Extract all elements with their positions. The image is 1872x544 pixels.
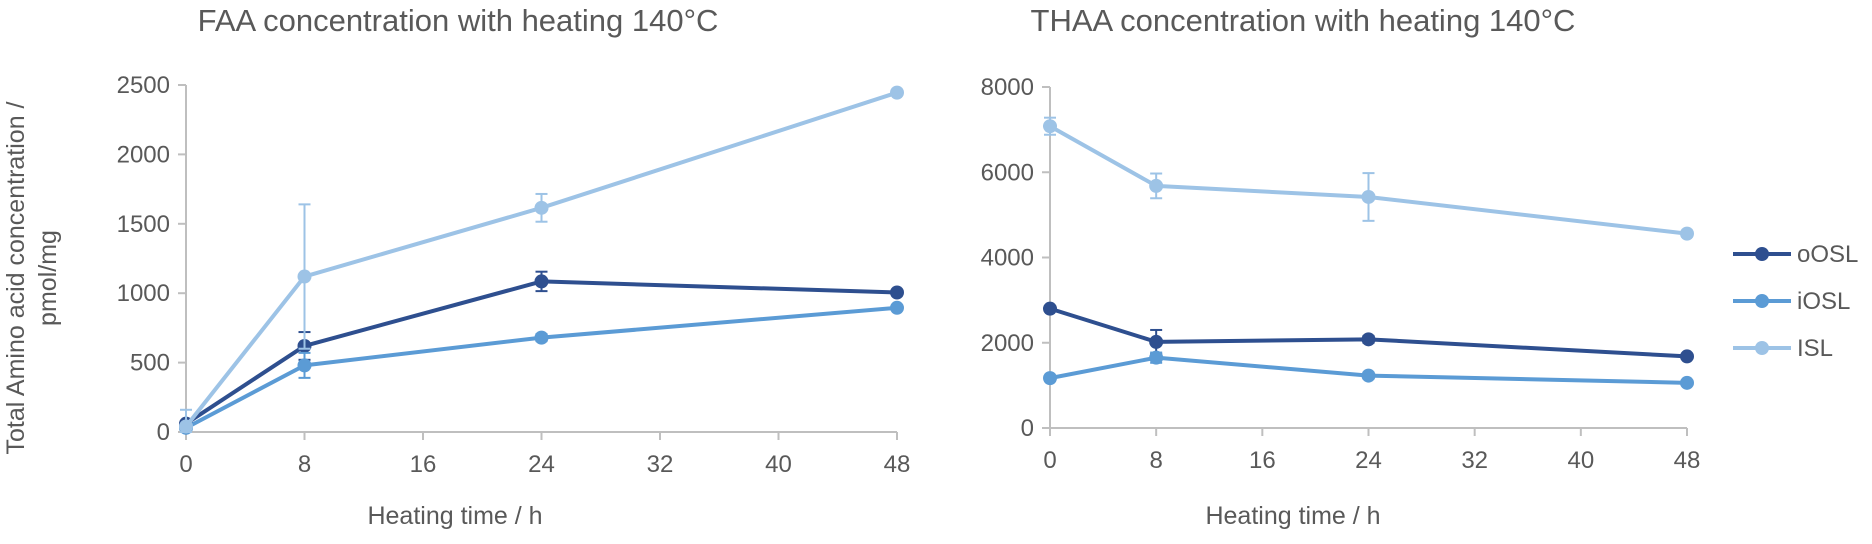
thaa-y-tick-label: 2000 xyxy=(981,330,1034,357)
thaa-x-tick-label: 48 xyxy=(1674,447,1701,474)
thaa-data-point-isl xyxy=(1680,226,1694,241)
thaa-data-point-oosl xyxy=(1149,334,1164,349)
legend-label: oOSL xyxy=(1797,241,1858,268)
faa-y-tick-label: 2500 xyxy=(117,72,170,99)
thaa-data-point-iosl xyxy=(1149,350,1164,365)
faa-y-tick-label: 2000 xyxy=(117,141,170,168)
thaa-data-point-iosl xyxy=(1680,375,1694,390)
thaa-x-tick-label: 24 xyxy=(1355,447,1382,474)
thaa-chart-title: THAA concentration with heating 140°C xyxy=(1031,3,1576,38)
faa-data-point-isl xyxy=(297,269,312,284)
thaa-x-tick-label: 8 xyxy=(1149,447,1162,474)
thaa-x-tick-label: 40 xyxy=(1567,447,1594,474)
faa-data-point-iosl xyxy=(534,330,549,345)
faa-x-tick-label: 24 xyxy=(528,451,555,478)
faa-series-line-iosl xyxy=(185,305,898,430)
legend-label: ISL xyxy=(1797,335,1833,362)
thaa-x-tick-label: 32 xyxy=(1461,447,1488,474)
faa-data-point-oosl xyxy=(890,285,904,300)
faa-y-tick-label: 1000 xyxy=(117,280,170,307)
thaa-chart: THAA concentration with heating 140°C 0 2… xyxy=(981,3,1701,530)
legend-item-oosl: oOSL xyxy=(1733,241,1858,268)
legend-item-isl: ISL xyxy=(1733,335,1833,362)
y-axis-label-line-2: pmol/mg xyxy=(34,230,62,326)
thaa-y-tick-label: 8000 xyxy=(981,74,1034,101)
faa-x-tick-label: 0 xyxy=(179,451,192,478)
legend: oOSL iOSL ISL xyxy=(1733,241,1858,362)
thaa-x-tick-label: 0 xyxy=(1043,447,1056,474)
faa-x-axis-label: Heating time / h xyxy=(367,502,542,530)
thaa-data-point-isl xyxy=(1043,119,1057,134)
faa-series-line-oosl xyxy=(184,279,898,426)
faa-data-point-iosl xyxy=(297,358,312,373)
thaa-data-point-iosl xyxy=(1043,371,1057,386)
faa-data-point-oosl xyxy=(534,274,549,289)
thaa-series-line-iosl xyxy=(1049,355,1688,385)
legend-label: iOSL xyxy=(1797,288,1850,315)
thaa-data-point-isl xyxy=(1149,178,1164,193)
faa-x-tick-label: 40 xyxy=(765,451,792,478)
faa-y-tick-label: 500 xyxy=(130,350,170,377)
legend-item-iosl: iOSL xyxy=(1733,288,1850,315)
legend-marker xyxy=(1755,247,1769,261)
faa-series-line-isl xyxy=(184,90,898,428)
thaa-data-point-iosl xyxy=(1361,368,1376,383)
faa-chart-title: FAA concentration with heating 140°C xyxy=(198,3,719,38)
thaa-x-axis-label: Heating time / h xyxy=(1205,502,1380,530)
thaa-series-line-oosl xyxy=(1049,306,1688,359)
y-axis-label-line-1: Total Amino acid concentration / xyxy=(2,101,30,454)
thaa-series-line-isl xyxy=(1049,124,1688,236)
faa-y-tick-label: 0 xyxy=(157,419,170,446)
thaa-y-tick-label: 0 xyxy=(1021,415,1034,442)
faa-y-tick-label: 1500 xyxy=(117,211,170,238)
legend-marker xyxy=(1755,341,1769,355)
thaa-y-tick-label: 6000 xyxy=(981,159,1034,186)
legend-marker xyxy=(1755,294,1769,308)
thaa-data-point-oosl xyxy=(1361,332,1376,347)
faa-x-tick-label: 8 xyxy=(298,451,311,478)
faa-data-point-isl xyxy=(890,85,904,100)
thaa-x-tick-label: 16 xyxy=(1249,447,1276,474)
faa-x-tick-label: 32 xyxy=(647,451,674,478)
faa-data-point-iosl xyxy=(890,300,904,315)
thaa-data-point-oosl xyxy=(1043,301,1057,316)
thaa-y-tick-label: 4000 xyxy=(981,245,1034,272)
faa-x-tick-label: 48 xyxy=(884,451,911,478)
faa-x-tick-label: 16 xyxy=(410,451,437,478)
faa-chart: FAA concentration with heating 140°C 0 50… xyxy=(2,3,910,530)
thaa-data-point-oosl xyxy=(1680,349,1694,364)
faa-data-point-isl xyxy=(534,200,549,215)
thaa-data-point-isl xyxy=(1361,189,1376,204)
faa-data-point-isl xyxy=(179,419,193,434)
